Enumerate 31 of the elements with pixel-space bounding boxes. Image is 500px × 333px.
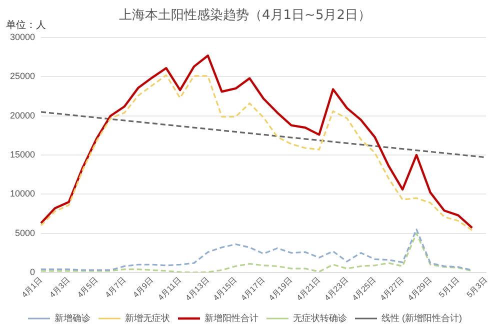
legend-label: 新增无症状 xyxy=(125,312,170,323)
x-tick-label: 4月13日 xyxy=(184,275,211,303)
chart-title: 上海本土阳性感染趋势（4月1日~5月2日） xyxy=(119,8,371,24)
x-tick-label: 5月1日 xyxy=(437,275,462,300)
x-tick-label: 4月25日 xyxy=(350,275,378,303)
x-tick-label: 5月3日 xyxy=(464,275,489,300)
x-tick-label: 4月19日 xyxy=(267,275,294,303)
x-tick-label: 4月9日 xyxy=(131,275,156,300)
x-tick-label: 4月29日 xyxy=(406,275,434,303)
y-tick-label: 15000 xyxy=(10,150,36,160)
x-tick-label: 4月5日 xyxy=(76,275,100,300)
legend-label: 无症状转确诊 xyxy=(293,312,348,323)
y-tick-label: 10000 xyxy=(10,188,36,199)
y-tick-label: 30000 xyxy=(10,32,36,42)
legend-label: 新增阳性合计 xyxy=(204,312,259,323)
y-tick-label: 25000 xyxy=(10,71,36,82)
x-tick-label: 4月27日 xyxy=(378,275,406,303)
y-tick-label: 20000 xyxy=(10,110,36,120)
x-tick-label: 4月11日 xyxy=(156,275,184,302)
x-tick-label: 4月7日 xyxy=(103,275,128,300)
x-tick-label: 4月15日 xyxy=(212,275,239,303)
legend-label: 线性 (新增阳性合计) xyxy=(382,312,462,323)
y-tick-label: 5000 xyxy=(14,228,36,238)
x-tick-label: 4月3日 xyxy=(48,275,72,300)
x-tick-label: 4月1日 xyxy=(20,275,44,300)
y-axis-title: 单位：人 xyxy=(6,18,46,32)
x-tick-label: 4月17日 xyxy=(239,275,266,303)
x-tick-label: 4月21日 xyxy=(294,275,322,303)
x-tick-label: 4月23日 xyxy=(322,275,350,303)
legend-label: 新增确诊 xyxy=(54,312,91,323)
y-tick-label: 0 xyxy=(30,266,36,277)
